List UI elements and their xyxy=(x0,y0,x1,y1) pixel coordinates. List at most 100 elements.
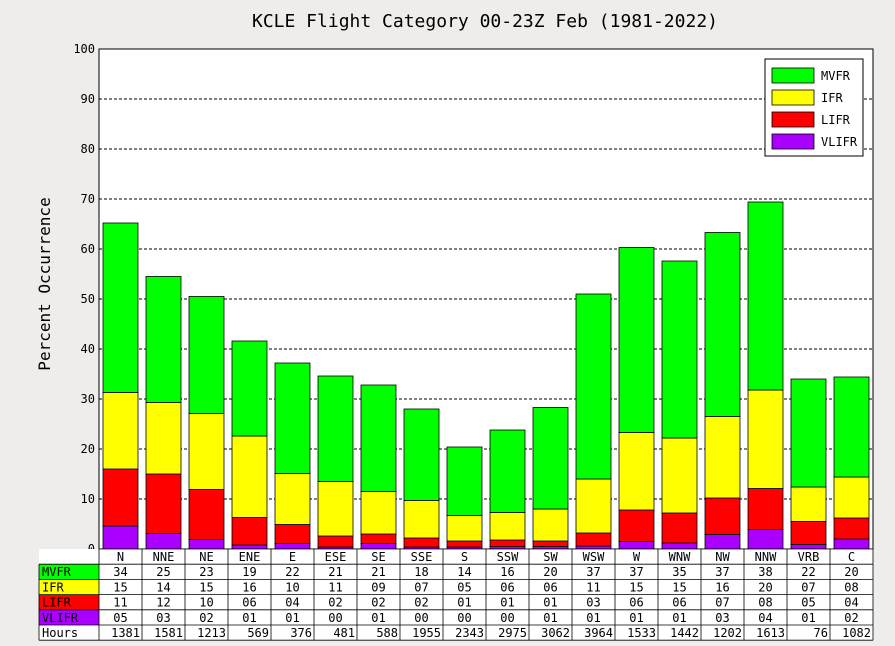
bar-lifr-ssw xyxy=(489,539,526,547)
table-cell: 2343 xyxy=(455,626,484,640)
bar-lifr-se xyxy=(360,533,397,544)
table-cell: 07 xyxy=(801,580,815,594)
table-cell: 01 xyxy=(371,611,385,625)
table-cell: 02 xyxy=(414,596,428,610)
table-cell: 25 xyxy=(156,565,170,579)
table-cell: 22 xyxy=(801,565,815,579)
table-cell: 20 xyxy=(543,565,557,579)
x-tick-label: N xyxy=(117,550,124,564)
bar-vlifr-ene xyxy=(231,544,268,550)
grid-lines xyxy=(99,98,873,500)
x-tick-label: WNW xyxy=(669,550,691,564)
bar-ifr-se xyxy=(360,491,397,535)
table-cell: 02 xyxy=(844,611,858,625)
bar-mvfr-ne xyxy=(188,296,225,414)
bar-lifr-vrb xyxy=(790,521,827,545)
bar-lifr-wnw xyxy=(661,512,698,544)
table-cell: 01 xyxy=(801,611,815,625)
table-cell: 11 xyxy=(586,580,600,594)
x-tick-label: C xyxy=(848,550,855,564)
table-cell: 1581 xyxy=(154,626,183,640)
table-cell: 08 xyxy=(844,580,858,594)
table-cell: 10 xyxy=(199,596,213,610)
table-cell: 3062 xyxy=(541,626,570,640)
x-tick-label: NW xyxy=(715,550,730,564)
y-tick-label: 30 xyxy=(81,392,95,406)
table-cell: 22 xyxy=(285,565,299,579)
bar-ifr-nw xyxy=(704,416,741,499)
bar-ifr-e xyxy=(274,473,311,525)
legend-label-ifr: IFR xyxy=(821,91,843,105)
table-cell: 06 xyxy=(543,580,557,594)
bar-ifr-nne xyxy=(145,402,182,475)
bar-mvfr-n xyxy=(102,222,139,393)
table-cell: 1213 xyxy=(197,626,226,640)
bar-mvfr-ese xyxy=(317,375,354,482)
x-tick-label: NNE xyxy=(153,550,175,564)
legend-label-lifr: LIFR xyxy=(821,113,851,127)
table-cell: 07 xyxy=(414,580,428,594)
table-cell: 1202 xyxy=(713,626,742,640)
table-cell: 2975 xyxy=(498,626,527,640)
table-cell: 06 xyxy=(629,596,643,610)
table-cell: 15 xyxy=(672,580,686,594)
bar-mvfr-nw xyxy=(704,232,741,417)
table-cell: 00 xyxy=(414,611,428,625)
table-cell: 3964 xyxy=(584,626,613,640)
table-cell: 12 xyxy=(156,596,170,610)
bar-ifr-ne xyxy=(188,413,225,490)
bar-ifr-ssw xyxy=(489,512,526,541)
legend-label-mvfr: MVFR xyxy=(821,69,851,83)
table-cell: 05 xyxy=(457,580,471,594)
bar-ifr-ene xyxy=(231,435,268,518)
table-cell: 16 xyxy=(242,580,256,594)
bar-ifr-sw xyxy=(532,508,569,542)
table-cell: 37 xyxy=(586,565,600,579)
table-cell: 02 xyxy=(371,596,385,610)
bar-mvfr-e xyxy=(274,362,311,474)
bar-lifr-sw xyxy=(532,540,569,547)
table-row-label-bg xyxy=(39,579,99,595)
bar-ifr-sse xyxy=(403,500,440,539)
table-cell: 01 xyxy=(586,611,600,625)
table-cell: 37 xyxy=(629,565,643,579)
bar-mvfr-nne xyxy=(145,276,182,403)
bar-lifr-w xyxy=(618,509,655,542)
table-cell: 15 xyxy=(629,580,643,594)
table-cell: 01 xyxy=(543,596,557,610)
table-cell: 02 xyxy=(328,596,342,610)
table-cell: 1533 xyxy=(627,626,656,640)
x-tick-label: SSW xyxy=(497,550,519,564)
bar-vlifr-vrb xyxy=(790,544,827,550)
bar-lifr-ene xyxy=(231,517,268,546)
table-row-label-bg xyxy=(39,564,99,580)
table-cell: 06 xyxy=(242,596,256,610)
legend-label-vlifr: VLIFR xyxy=(821,135,858,149)
table-cell: 20 xyxy=(758,580,772,594)
data-table: N NNE NE ENE E ESE SE SSE S SSW SW WSW W WNW NW NNW VRB C… xyxy=(38,548,874,641)
table-cell: 38 xyxy=(758,565,772,579)
x-tick-label: E xyxy=(289,550,296,564)
table-cell: 35 xyxy=(672,565,686,579)
table-cell: 01 xyxy=(629,611,643,625)
y-tick-label: 90 xyxy=(81,92,95,106)
bar-mvfr-ene xyxy=(231,340,268,437)
table-cell: 01 xyxy=(543,611,557,625)
bar-lifr-s xyxy=(446,540,483,548)
table-cell: 00 xyxy=(328,611,342,625)
table-row-label-bg xyxy=(39,625,99,641)
table-cell: 1955 xyxy=(412,626,441,640)
table-cell: 04 xyxy=(844,596,858,610)
bar-lifr-wsw xyxy=(575,532,612,547)
table-row-label-bg xyxy=(39,594,99,610)
bar-vlifr-c xyxy=(833,538,870,550)
bar-lifr-ese xyxy=(317,535,354,548)
table-cell: 19 xyxy=(242,565,256,579)
table-cell: 04 xyxy=(285,596,299,610)
table-cell: 09 xyxy=(371,580,385,594)
bar-vlifr-nw xyxy=(704,534,741,550)
table-cell: 21 xyxy=(371,565,385,579)
y-tick-label: 40 xyxy=(81,342,95,356)
table-cell: 16 xyxy=(500,565,514,579)
table-cell: 00 xyxy=(500,611,514,625)
